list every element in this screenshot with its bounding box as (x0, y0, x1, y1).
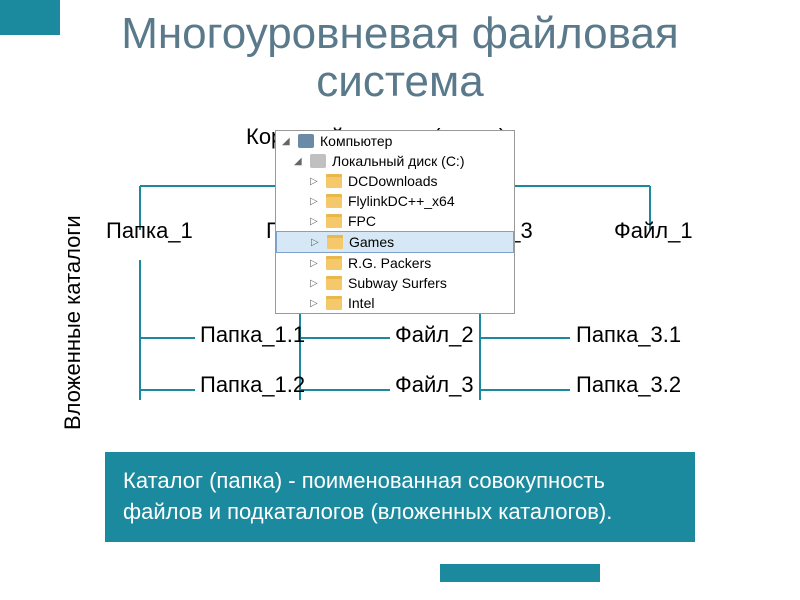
explorer-panel: ◢Компьютер◢Локальный диск (C:)▷DCDownloa… (275, 130, 515, 314)
title-line2: система (316, 57, 483, 106)
definition-box: Каталог (папка) - поименованная совокупн… (105, 452, 695, 542)
explorer-root[interactable]: ◢Компьютер (276, 131, 514, 151)
node-file-2: Файл_2 (395, 322, 474, 348)
side-label: Вложенные каталоги (60, 215, 86, 430)
node-folder-1: Папка_1 (106, 218, 196, 244)
explorer-item[interactable]: ▷Games (276, 231, 514, 253)
explorer-item[interactable]: ▷FlylinkDC++_x64 (276, 191, 514, 211)
node-file-3: Файл_3 (395, 372, 474, 398)
explorer-item[interactable]: ▷R.G. Packers (276, 253, 514, 273)
explorer-item[interactable]: ▷DCDownloads (276, 171, 514, 191)
node-folder-1-1: Папка_1.1 (200, 322, 305, 348)
explorer-item[interactable]: ▷FPC (276, 211, 514, 231)
accent-bar (440, 564, 600, 582)
node-folder-1-2: Папка_1.2 (200, 372, 305, 398)
explorer-disk[interactable]: ◢Локальный диск (C:) (276, 151, 514, 171)
node-file-1: Файл_1 (614, 218, 693, 244)
node-folder-3-1: Папка_3.1 (576, 322, 681, 348)
slide-title: Многоуровневая файловая система (0, 10, 800, 107)
title-line1: Многоуровневая файловая (121, 9, 679, 58)
node-folder-3-2: Папка_3.2 (576, 372, 681, 398)
explorer-item[interactable]: ▷Subway Surfers (276, 273, 514, 293)
explorer-item[interactable]: ▷Intel (276, 293, 514, 313)
